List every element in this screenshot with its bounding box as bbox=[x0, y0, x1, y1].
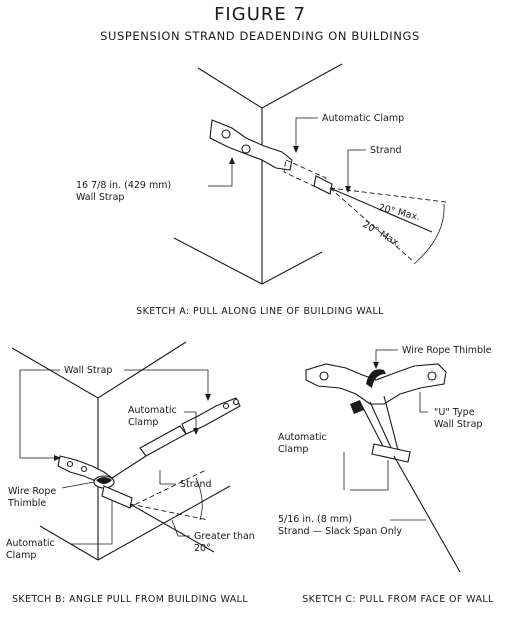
sketch-c: Wire Rope Thimble "U" Type Wall Strap Au… bbox=[278, 345, 492, 573]
sketch-b-caption: SKETCH B: ANGLE PULL FROM BUILDING WALL bbox=[12, 594, 248, 605]
sketch-b-angle-arc bbox=[195, 477, 203, 521]
sketch-c-clamp-wire-right bbox=[383, 395, 399, 451]
sketch-b-lower-automatic-clamp bbox=[101, 485, 133, 509]
sketch-a-building-top-edge bbox=[197, 63, 343, 109]
sketch-c-thimble-leader bbox=[375, 349, 398, 366]
sketch-b-label-strand: Strand bbox=[180, 479, 212, 490]
sketch-a-building-base-edge bbox=[173, 237, 263, 285]
sketch-c-label-wire-rope-thimble: Wire Rope Thimble bbox=[402, 345, 492, 356]
sketch-b-thimble-leader bbox=[61, 481, 95, 489]
sketch-b: Wall Strap Automatic Clamp Strand Wire R… bbox=[6, 341, 255, 561]
sketch-a-label-wall-strap: Wall Strap bbox=[76, 192, 124, 203]
sketch-b-lower-clamp-leader bbox=[70, 500, 113, 545]
sketch-b-wall-reference-line bbox=[127, 469, 207, 509]
sketch-c-label-strand-slack: Strand — Slack Span Only bbox=[278, 526, 402, 537]
sketch-b-label-greater-than: Greater than bbox=[194, 531, 255, 542]
sketch-a-clamp-leader bbox=[295, 117, 318, 150]
sketch-b-label-20-degrees: 20° bbox=[194, 543, 211, 554]
sketch-c-strap-bolt-hole bbox=[319, 371, 329, 381]
sketch-a-building-right-face bbox=[261, 251, 323, 285]
sketch-b-strand bbox=[111, 455, 147, 479]
sketch-a-label-angle-upper: 20° Max. bbox=[377, 202, 421, 223]
sketch-b-greater-than-leader bbox=[171, 519, 190, 537]
sketch-b-strap-arrow-right bbox=[205, 394, 211, 401]
sketch-a-strand-arrow bbox=[345, 186, 351, 193]
sketch-c-thimble-arrow bbox=[373, 362, 379, 369]
sketch-c-clamp-wire-inner bbox=[369, 401, 393, 451]
sketch-c-label-u-wall-strap: Wall Strap bbox=[434, 419, 482, 430]
figure-title: FIGURE 7 bbox=[214, 4, 306, 25]
sketch-a-strap-bolt-hole bbox=[221, 129, 231, 139]
sketch-b-label-thimble: Thimble bbox=[7, 498, 46, 509]
sketch-b-label-wire-rope: Wire Rope bbox=[8, 486, 56, 497]
sketch-b-right-wall-strap bbox=[181, 397, 241, 435]
sketch-b-label-clamp-2: Clamp bbox=[6, 550, 36, 561]
sketch-b-label-automatic: Automatic bbox=[128, 405, 177, 416]
sketch-a: Automatic Clamp Strand 16 7/8 in. (429 m… bbox=[76, 63, 447, 285]
sketch-b-label-wall-strap: Wall Strap bbox=[64, 365, 112, 376]
sketch-c-label-strand-size: 5/16 in. (8 mm) bbox=[278, 514, 352, 525]
sketch-a-clamp-arrow bbox=[293, 146, 299, 153]
sketch-c-clamp-leader bbox=[350, 460, 389, 491]
sketch-a-wall-strap bbox=[209, 119, 293, 171]
sketch-c-wire-rope-thimble bbox=[366, 369, 386, 388]
sketch-b-label-clamp: Clamp bbox=[128, 417, 158, 428]
sketch-b-strap-bolt-hole bbox=[80, 465, 88, 473]
sketch-b-strap-arrow-left bbox=[54, 455, 61, 461]
sketch-a-label-angle-lower: 20° Max. bbox=[361, 219, 403, 250]
sketch-b-strap-bolt-hole bbox=[232, 398, 240, 406]
sketch-a-angle-limit-lower bbox=[329, 187, 415, 263]
sketch-b-strap-bolt-hole bbox=[222, 402, 230, 410]
sketch-a-label-strand: Strand bbox=[370, 145, 402, 156]
sketch-a-strap-bolt-hole bbox=[241, 144, 251, 154]
sketch-a-angle-arc bbox=[413, 203, 445, 265]
sketch-b-upper-automatic-clamp bbox=[139, 425, 187, 457]
sketch-b-angle-reference-line bbox=[129, 503, 209, 521]
sketch-c-strand bbox=[393, 455, 461, 573]
sketch-a-angle-limit-upper bbox=[329, 187, 447, 203]
sketch-c-label-automatic: Automatic bbox=[278, 432, 327, 443]
sketch-c-label-clamp: Clamp bbox=[278, 444, 308, 455]
sketch-c-strap-bolt-hole bbox=[427, 371, 437, 381]
sketch-b-thimble-fill bbox=[96, 477, 112, 484]
sketch-b-strap-bolt-hole bbox=[66, 460, 74, 468]
sketch-b-label-automatic-2: Automatic bbox=[6, 538, 55, 549]
sketch-c-u-strap-leader bbox=[419, 392, 428, 413]
sketch-b-building-ground-edge bbox=[39, 525, 99, 561]
sketch-b-wall-strap-leader bbox=[19, 369, 60, 459]
sketch-a-strand-leader bbox=[347, 149, 366, 190]
sketch-b-strand-leader bbox=[159, 470, 176, 485]
sketch-c-automatic-clamp bbox=[371, 443, 411, 463]
sketch-a-strand bbox=[329, 187, 433, 233]
sketch-b-wall-strap-leader-right bbox=[124, 369, 209, 398]
sketch-a-clamp-jaw bbox=[313, 175, 333, 195]
sketch-a-strap-arrow bbox=[229, 157, 235, 164]
sketch-a-label-strap-size: 16 7/8 in. (429 mm) bbox=[76, 180, 171, 191]
sketch-c-thimble-base bbox=[350, 400, 364, 414]
sketch-c-clamp-wire-left bbox=[359, 401, 387, 453]
sketch-b-automatic-clamp-leader bbox=[184, 411, 197, 432]
figure-subtitle: SUSPENSION STRAND DEADENDING ON BUILDING… bbox=[100, 29, 420, 43]
sketch-c-label-u-type: "U" Type bbox=[434, 407, 475, 418]
sketch-c-caption: SKETCH C: PULL FROM FACE OF WALL bbox=[302, 594, 494, 605]
sketch-b-strand-to-span bbox=[129, 503, 215, 553]
sketch-a-label-automatic-clamp: Automatic Clamp bbox=[322, 113, 404, 124]
sketch-a-strap-leader bbox=[208, 160, 233, 187]
sketch-c-u-type-wall-strap bbox=[305, 363, 447, 405]
sketch-b-clamp-arrow bbox=[193, 428, 199, 435]
sketch-a-caption: SKETCH A: PULL ALONG LINE OF BUILDING WA… bbox=[136, 306, 384, 317]
